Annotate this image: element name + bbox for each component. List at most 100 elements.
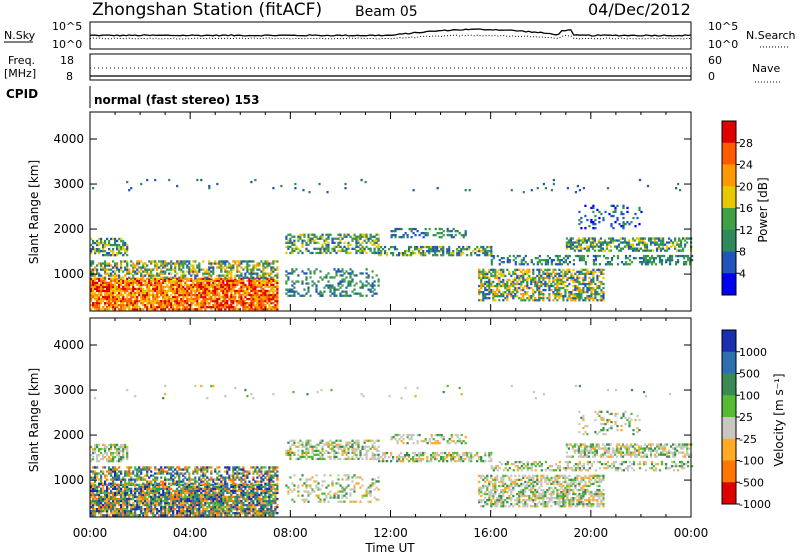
range-cell: [377, 284, 380, 287]
range-cell: [410, 227, 413, 231]
range-cell: [643, 241, 647, 244]
range-cell: [250, 506, 253, 509]
range-cell: [556, 280, 559, 284]
range-cell: [222, 262, 225, 265]
range-cell: [214, 503, 217, 507]
range-cell: [218, 302, 221, 305]
range-cell: [524, 261, 527, 264]
range-cell: [152, 285, 155, 289]
range-cell: [351, 247, 354, 250]
range-cell: [134, 485, 137, 488]
range-cell: [102, 268, 105, 271]
range-cell: [428, 250, 431, 253]
range-cell: [268, 300, 271, 303]
range-cell: [556, 284, 559, 288]
range-cell: [104, 302, 107, 305]
range-cell: [686, 241, 689, 244]
range-cell: [132, 295, 135, 299]
range-cell: [160, 260, 163, 263]
range-cell: [108, 281, 111, 284]
range-cell: [164, 279, 167, 282]
range-cell: [321, 245, 324, 248]
range-cell: [114, 512, 117, 515]
range-cell: [432, 245, 435, 249]
range-cell: [367, 239, 370, 242]
range-cell: [270, 297, 273, 301]
range-cell: [192, 508, 195, 511]
range-cell: [168, 495, 171, 499]
range-cell: [196, 283, 199, 287]
range-cell: [558, 276, 561, 280]
range-cell: [613, 239, 617, 242]
range-cell: [500, 280, 503, 284]
range-cell: [542, 270, 545, 273]
range-cell: [256, 499, 259, 503]
range-cell: [234, 291, 237, 295]
range-cell: [422, 250, 425, 253]
range-cell: [204, 485, 207, 488]
range-cell: [569, 239, 572, 242]
range-cell: [90, 270, 93, 273]
range-cell: [120, 266, 123, 269]
range-cell: [122, 287, 125, 291]
range-cell: [556, 254, 559, 258]
range-cell: [228, 281, 231, 284]
range-cell: [496, 286, 499, 290]
range-cell: [683, 257, 686, 260]
range-cell: [244, 295, 247, 299]
range-cell: [102, 266, 105, 269]
range-cell: [102, 495, 105, 499]
range-cell: [118, 295, 121, 299]
range-cell: [446, 230, 449, 233]
range-cell: [540, 291, 543, 294]
range-cell: [246, 491, 249, 495]
range-cell: [196, 266, 199, 269]
range-cell: [104, 510, 107, 513]
range-cell: [584, 204, 587, 207]
range-cell: [220, 499, 223, 503]
range-cell: [208, 289, 211, 293]
range-cell: [190, 283, 193, 287]
range-cell: [528, 270, 531, 273]
range-cell: [160, 285, 163, 289]
range-cell: [434, 250, 437, 253]
range-cell: [558, 293, 561, 296]
range-cell: [592, 204, 595, 207]
range-cell: [676, 249, 679, 252]
range-cell: [418, 248, 421, 251]
range-cell: [496, 282, 499, 286]
range-cell: [293, 292, 296, 295]
range-cell: [212, 285, 215, 289]
range-cell: [90, 285, 93, 289]
range-cell: [98, 237, 101, 241]
range-cell: [238, 295, 241, 299]
range-cell: [234, 491, 237, 495]
range-cell: [196, 270, 199, 273]
range-cell: [180, 283, 183, 287]
range-cell: [148, 510, 151, 513]
range-cell: [136, 483, 139, 486]
range-cell: [204, 297, 207, 301]
range-cell: [166, 285, 169, 289]
range-cell: [568, 291, 571, 294]
range-cell: [194, 276, 197, 279]
range-cell: [94, 487, 97, 490]
range-cell: [572, 276, 575, 280]
range-cell: [603, 249, 607, 252]
range-cell: [118, 274, 121, 277]
range-cell: [180, 495, 183, 499]
range-cell: [126, 250, 129, 253]
range-cell: [462, 252, 465, 255]
range-cell: [224, 287, 227, 291]
range-cell: [178, 501, 181, 505]
range-cell: [600, 280, 603, 284]
range-cell: [156, 491, 159, 495]
range-cell: [126, 485, 129, 488]
range-cell: [285, 241, 288, 244]
range-cell: [287, 245, 290, 248]
range-cell: [200, 279, 203, 282]
range-cell: [321, 237, 324, 240]
range-cell: [188, 485, 191, 488]
range-cell: [130, 489, 133, 493]
range-cell: [250, 283, 253, 287]
